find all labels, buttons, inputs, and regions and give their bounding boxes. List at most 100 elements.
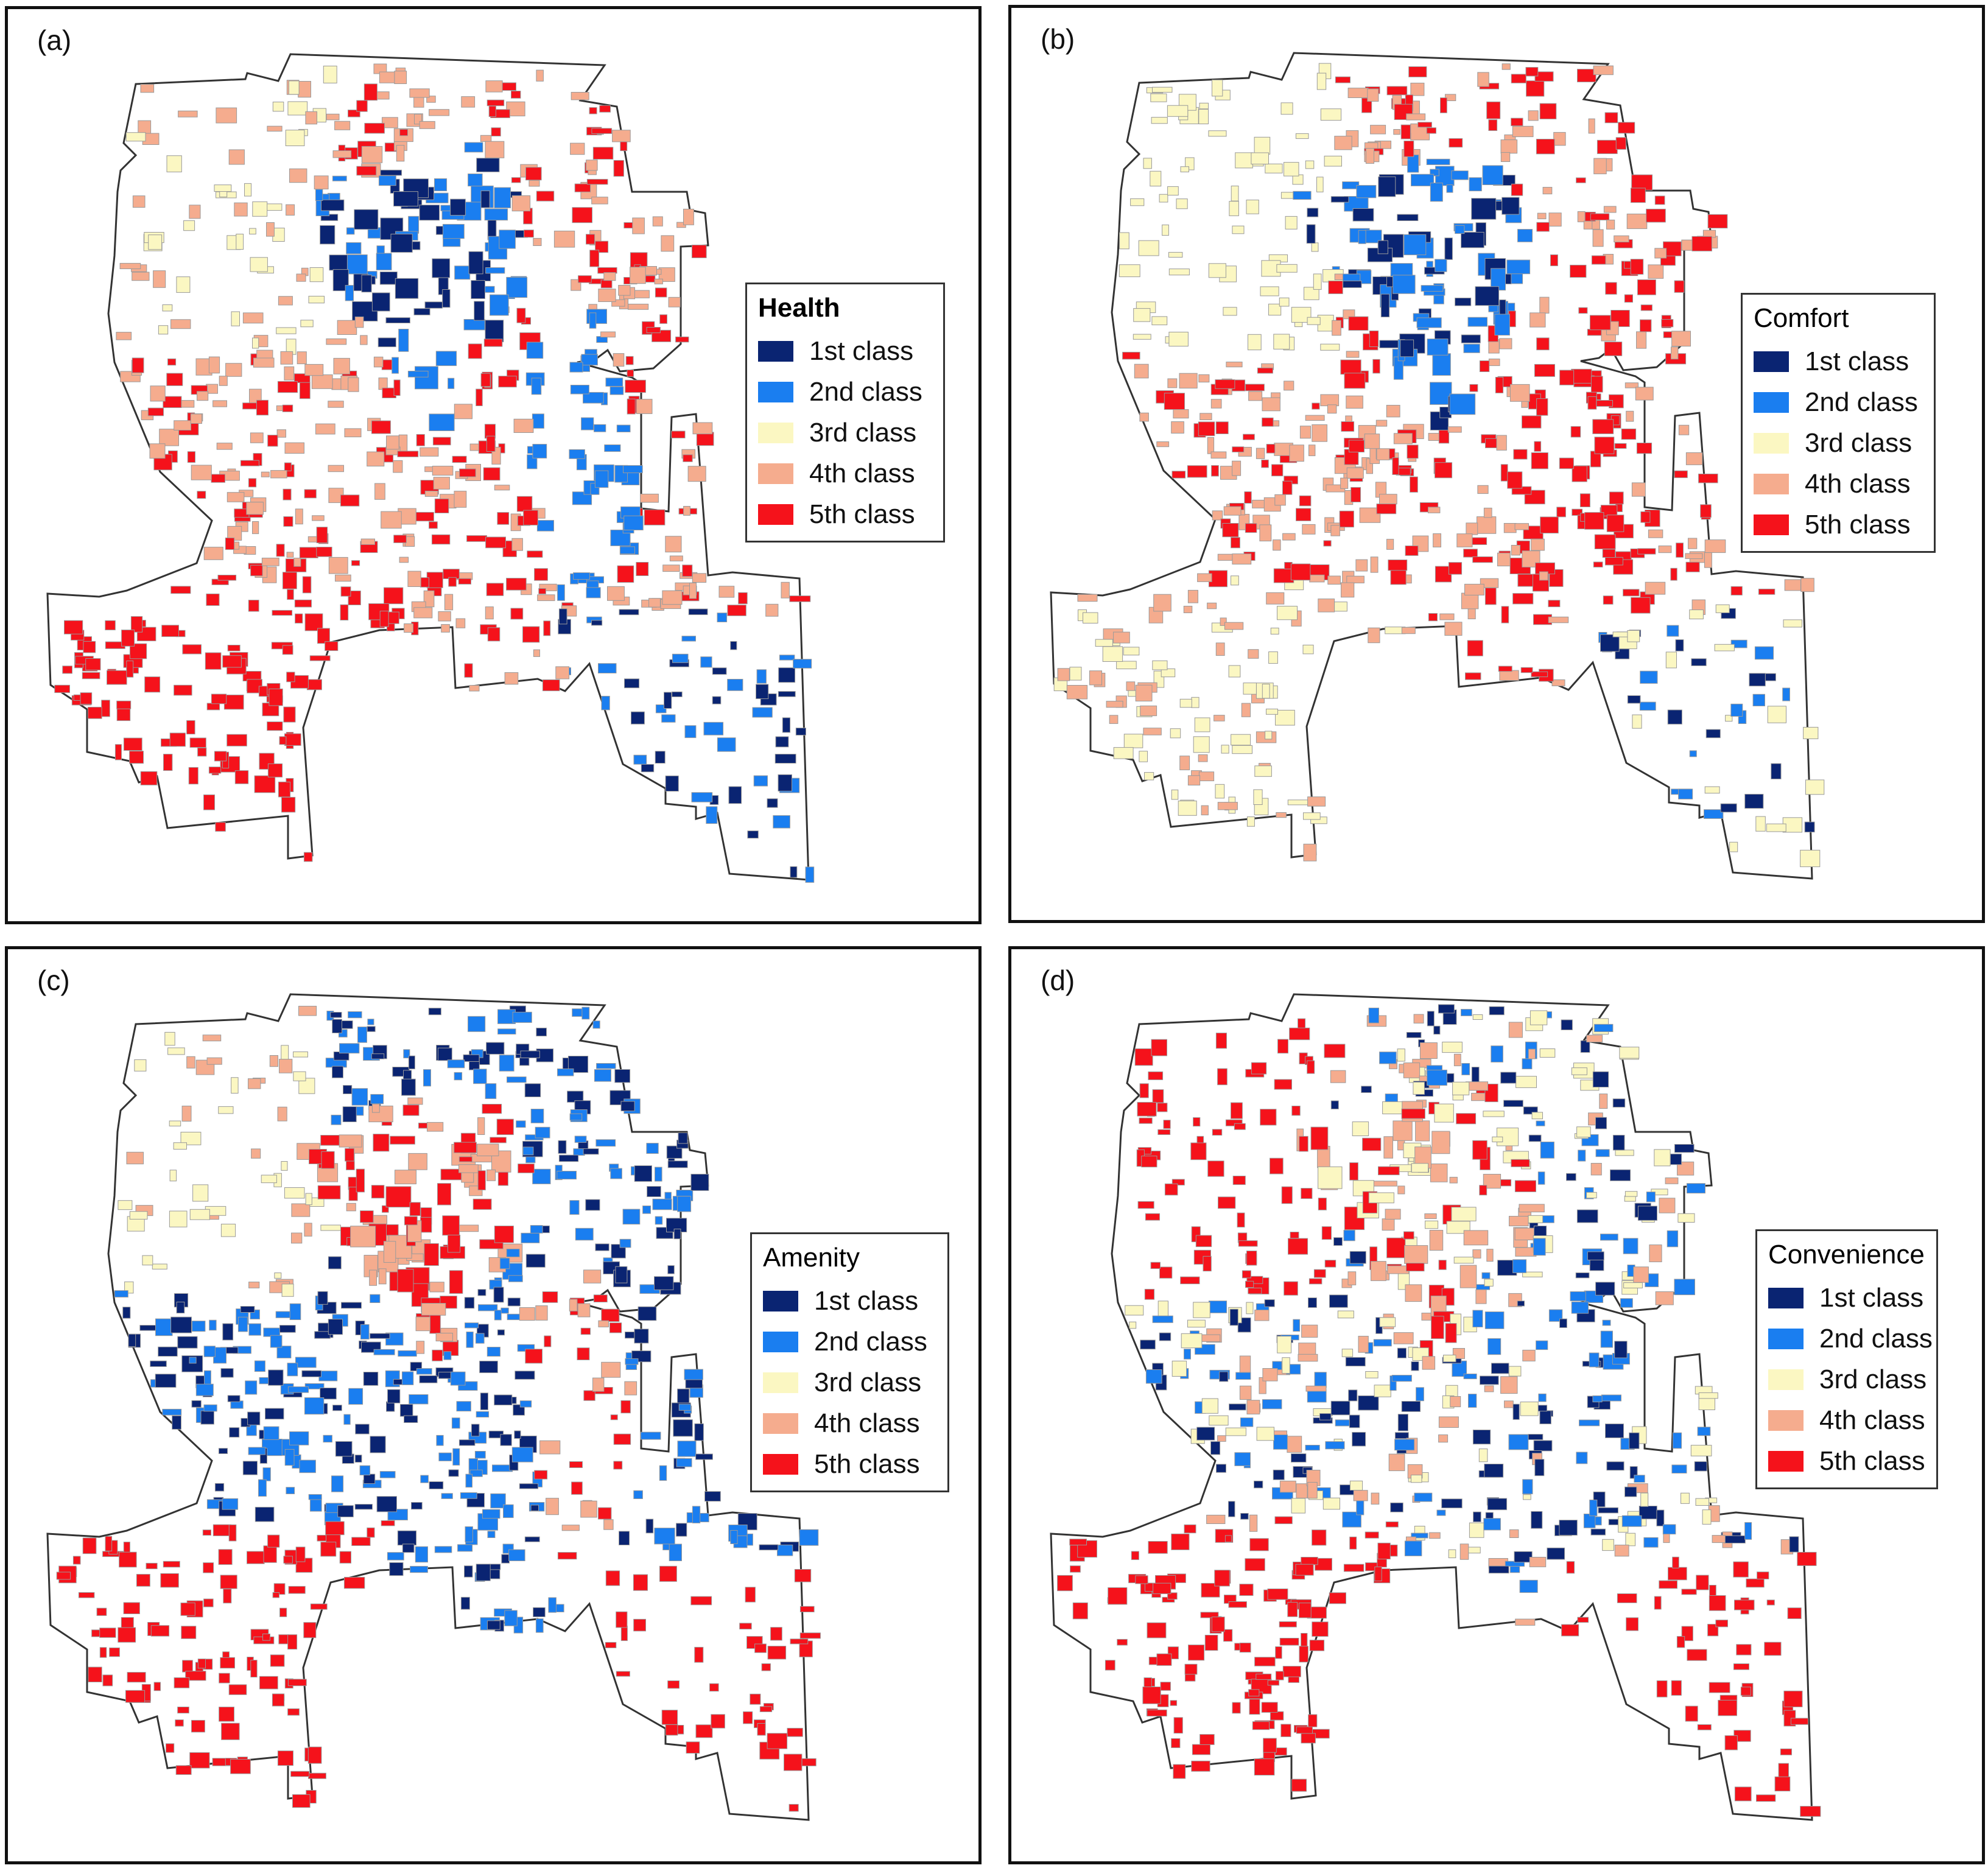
land-parcel	[317, 628, 330, 644]
land-parcel	[1333, 1237, 1343, 1246]
land-parcel	[408, 1055, 415, 1070]
land-parcel	[1484, 1083, 1498, 1103]
land-parcel	[1426, 158, 1450, 166]
land-parcel	[1654, 1596, 1662, 1610]
land-parcel	[1561, 1019, 1573, 1030]
land-parcel	[455, 618, 466, 628]
land-parcel	[522, 1146, 534, 1156]
land-parcel	[1246, 199, 1259, 214]
land-parcel	[1730, 703, 1743, 717]
land-parcel	[633, 1490, 643, 1500]
land-parcel	[569, 1200, 580, 1215]
land-parcel	[1282, 533, 1296, 541]
land-parcel	[356, 1106, 364, 1116]
land-parcel	[1382, 1218, 1395, 1231]
land-parcel	[82, 1537, 97, 1554]
land-parcel	[511, 1447, 533, 1462]
land-parcel	[429, 521, 438, 529]
land-parcel	[1429, 1532, 1441, 1539]
land-parcel	[1403, 234, 1427, 256]
land-parcel	[1151, 316, 1168, 326]
land-parcel	[483, 467, 501, 481]
land-parcel	[678, 1132, 688, 1144]
land-parcel	[1106, 701, 1123, 708]
land-parcel	[1248, 1689, 1260, 1697]
land-parcel	[490, 1137, 507, 1143]
land-parcel	[150, 1625, 170, 1637]
land-parcel	[1193, 736, 1210, 753]
land-parcel	[1249, 1699, 1260, 1715]
land-parcel	[1289, 1027, 1310, 1041]
land-parcel	[192, 1184, 209, 1202]
land-parcel	[1251, 152, 1269, 164]
land-parcel	[1281, 1186, 1293, 1204]
land-parcel	[370, 1436, 386, 1453]
land-parcel	[259, 1676, 278, 1690]
land-parcel	[1319, 1413, 1332, 1420]
land-parcel	[485, 320, 504, 343]
land-parcel	[477, 1289, 486, 1296]
land-parcel	[652, 1198, 672, 1210]
land-parcel	[1322, 1497, 1340, 1510]
land-parcel	[387, 1552, 404, 1561]
land-parcel	[166, 1743, 175, 1753]
land-parcel	[1347, 1271, 1357, 1285]
land-parcel	[1467, 607, 1476, 619]
land-parcel	[1676, 542, 1684, 558]
land-parcel	[553, 230, 575, 248]
land-parcel	[533, 237, 542, 246]
land-parcel	[619, 1531, 630, 1545]
land-parcel	[369, 1269, 378, 1286]
land-parcel	[1436, 1509, 1446, 1516]
land-parcel	[236, 233, 244, 250]
land-parcel	[281, 1045, 289, 1061]
legend-item-label: 3rd class	[1805, 427, 1912, 458]
land-parcel	[543, 620, 551, 636]
land-parcel	[615, 1266, 628, 1283]
land-parcel	[595, 241, 609, 253]
land-parcel	[363, 1372, 379, 1386]
land-parcel	[1217, 802, 1238, 810]
land-parcel	[1559, 370, 1575, 385]
legend-item-label: 2nd class	[1819, 1323, 1933, 1354]
land-parcel	[1690, 1445, 1712, 1456]
land-parcel	[1477, 72, 1489, 87]
land-parcel	[451, 1417, 460, 1429]
land-parcel	[1305, 160, 1315, 169]
land-parcel	[1138, 240, 1159, 256]
land-parcel	[1529, 1557, 1547, 1567]
land-parcel	[1156, 441, 1170, 448]
land-parcel	[228, 149, 245, 165]
land-parcel	[1266, 444, 1276, 454]
land-parcel	[572, 491, 592, 505]
land-parcel	[1232, 446, 1245, 452]
land-parcel	[1171, 421, 1184, 434]
land-parcel	[1640, 304, 1653, 311]
land-parcel	[1709, 1595, 1726, 1611]
land-parcel	[335, 1441, 353, 1457]
land-parcel	[1501, 606, 1509, 623]
land-parcel	[339, 1134, 362, 1148]
land-parcel	[276, 1346, 292, 1358]
land-parcel	[548, 1597, 557, 1613]
land-parcel	[270, 1654, 285, 1667]
land-parcel	[397, 1269, 414, 1293]
land-parcel	[116, 700, 132, 709]
land-parcel	[1113, 747, 1134, 759]
land-parcel	[407, 571, 421, 587]
land-parcel	[348, 591, 361, 605]
land-parcel	[1313, 273, 1322, 290]
land-parcel	[181, 1626, 197, 1639]
land-parcel	[409, 88, 430, 98]
land-parcel	[1397, 1347, 1407, 1358]
land-parcel	[379, 611, 389, 627]
land-parcel	[1533, 1440, 1553, 1452]
land-parcel	[1355, 559, 1368, 572]
land-parcel	[1217, 1068, 1228, 1086]
land-parcel	[557, 1068, 574, 1076]
land-parcel	[1413, 1014, 1424, 1024]
land-parcel	[1740, 1687, 1751, 1696]
land-parcel	[1217, 1435, 1226, 1442]
land-parcel	[249, 228, 256, 235]
land-parcel	[520, 1050, 540, 1058]
